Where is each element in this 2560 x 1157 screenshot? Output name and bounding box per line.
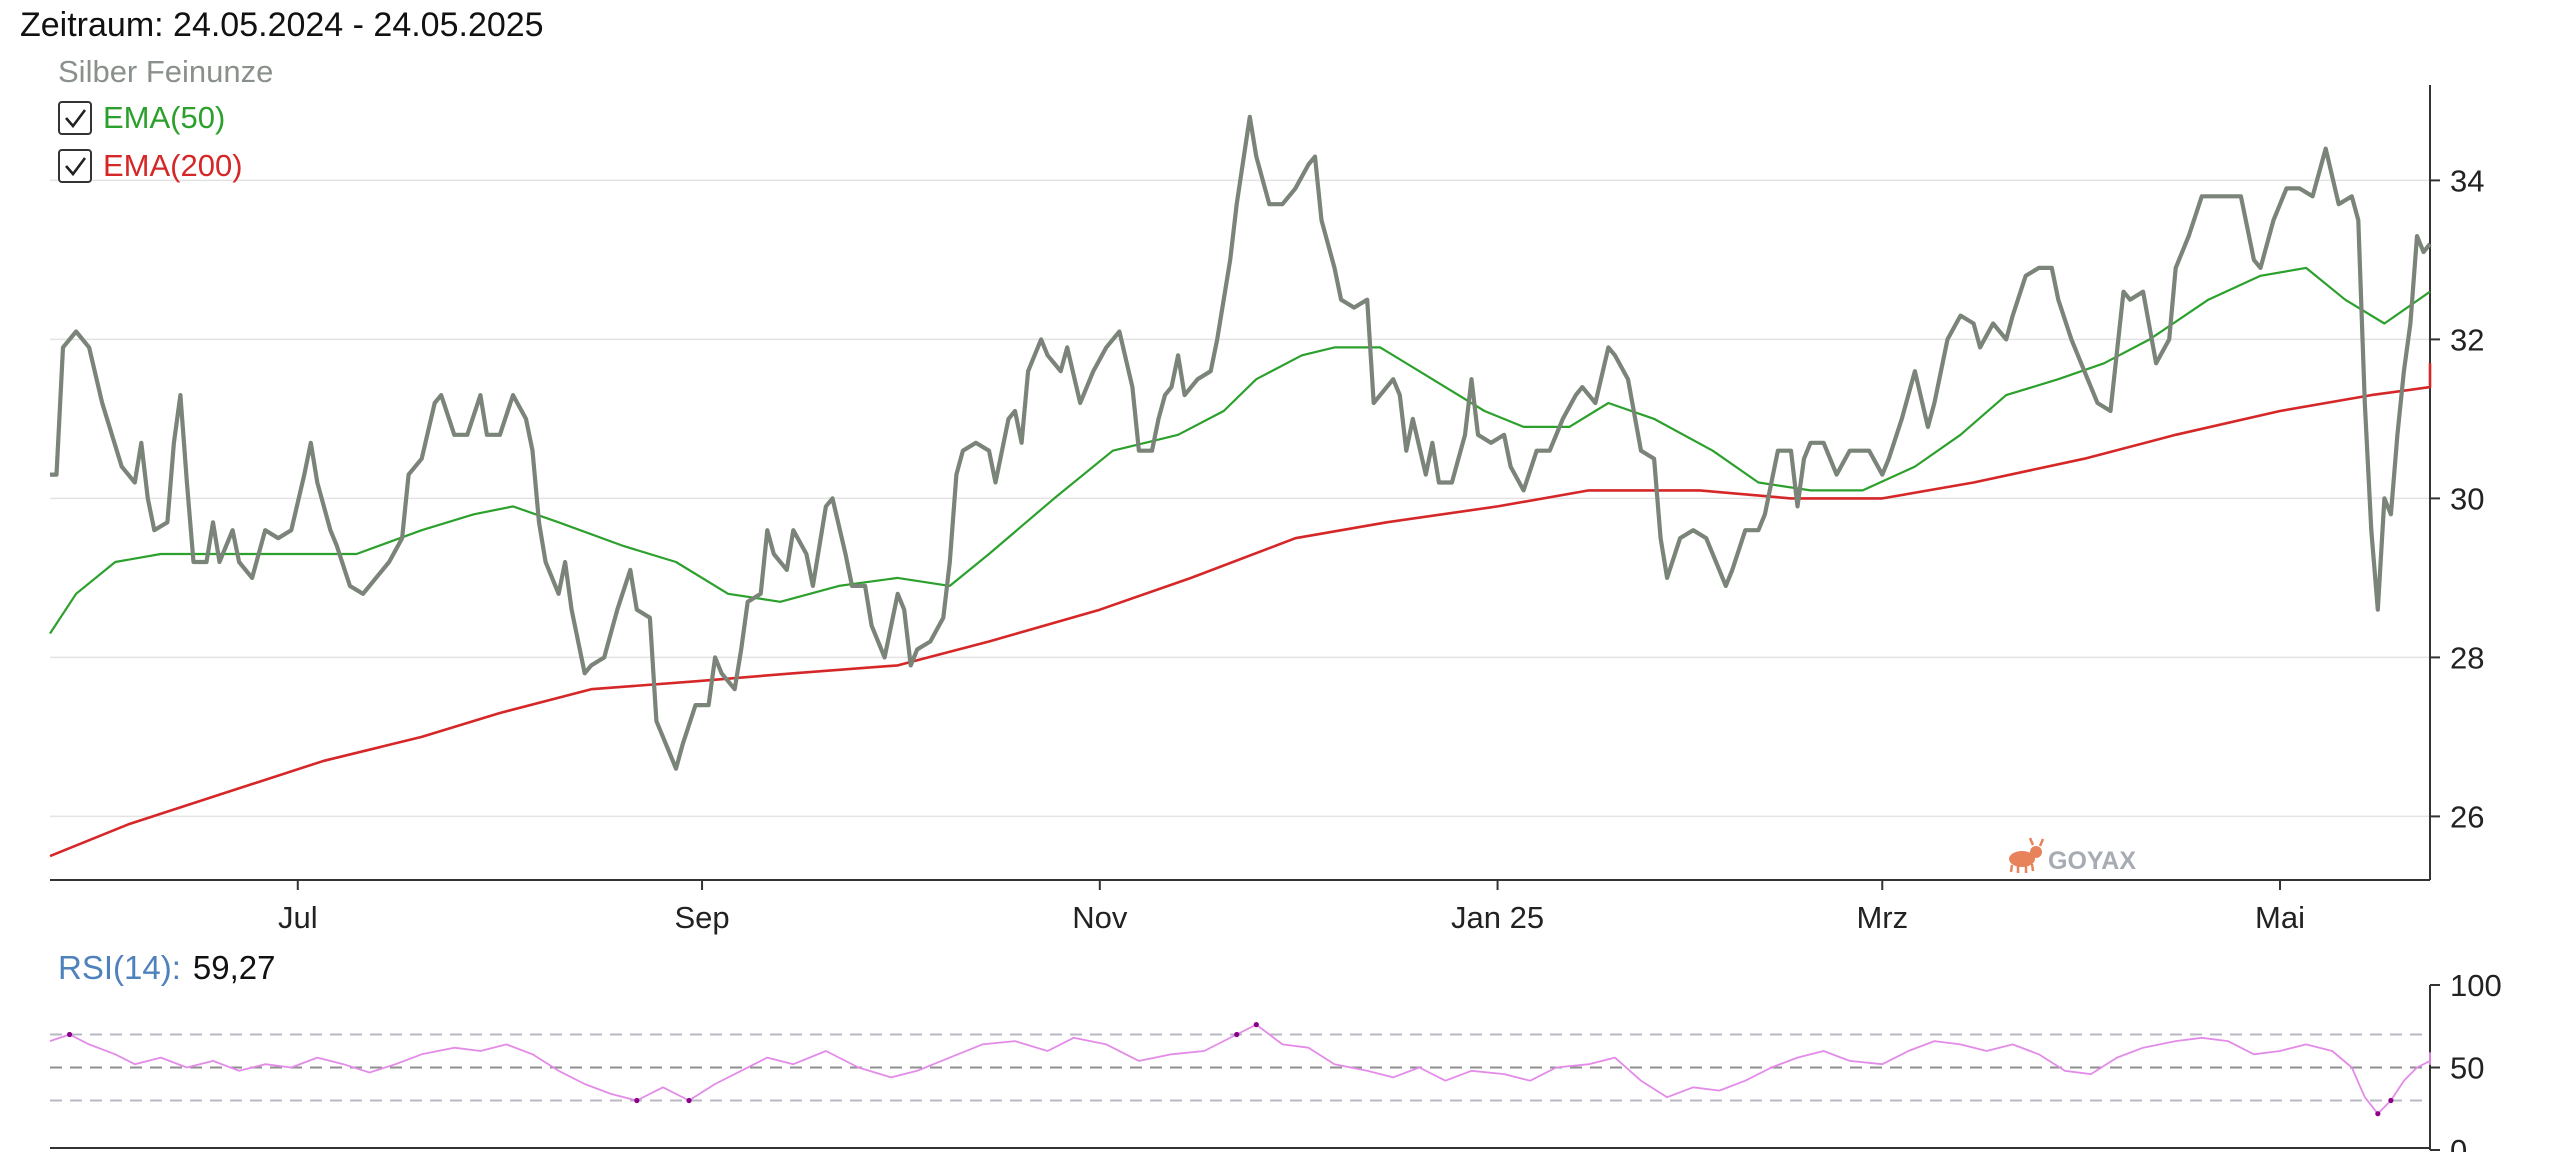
checkmark-icon: [65, 157, 87, 177]
rsi-extreme-point: [66, 1031, 73, 1038]
period-title: Zeitraum: 24.05.2024 - 24.05.2025: [20, 6, 544, 44]
ema50-line: [49, 266, 2431, 635]
goyax-watermark: GOYAX: [2009, 837, 2136, 875]
main-axis: 26 28 30 32 34 Jul Sep Nov Jan 25 Mrz Mai: [50, 85, 2484, 935]
watermark-text: GOYAX: [2048, 847, 2136, 875]
x-tick-label: Sep: [674, 900, 729, 935]
rsi-extreme-point: [686, 1097, 692, 1104]
checkbox-ema200[interactable]: [58, 149, 92, 183]
rsi-extreme-point: [2388, 1097, 2394, 1104]
rsi-reference-lines: [50, 1033, 2430, 1102]
chart-legend: Silber Feinunze EMA(50) EMA(200): [58, 54, 273, 183]
y-tick-label: 34: [2450, 163, 2484, 198]
rsi-extreme-point: [1253, 1022, 1259, 1028]
rsi-axis: 0 50 100: [50, 968, 2502, 1157]
rsi-y-tick-label: 50: [2450, 1051, 2484, 1086]
price-series: [50, 114, 2432, 771]
ema200-line: [49, 363, 2432, 858]
y-tick-label: 30: [2450, 481, 2484, 516]
rsi-y-tick-label: 100: [2450, 968, 2502, 1003]
legend-label-ema50: EMA(50): [103, 100, 225, 135]
ema200-series: [49, 363, 2432, 858]
ema50-series: [49, 266, 2431, 635]
x-tick-label: Mai: [2255, 900, 2305, 935]
rsi-extreme-point: [1234, 1031, 1240, 1038]
y-tick-label: 28: [2450, 640, 2484, 675]
x-tick-label: Jan 25: [1451, 900, 1544, 935]
x-tick-label: Nov: [1072, 900, 1128, 935]
rsi-extreme-point: [634, 1097, 640, 1104]
checkbox-ema50[interactable]: [58, 101, 92, 135]
y-tick-label: 32: [2450, 322, 2484, 357]
legend-instrument: Silber Feinunze: [58, 54, 273, 89]
rsi-line: [49, 1023, 2431, 1115]
y-tick-label: 26: [2450, 799, 2484, 834]
rsi-series: [49, 1022, 2431, 1117]
svg-text:RSI(14):59,27: RSI(14): 59,27: [58, 949, 275, 986]
x-tick-label: Mrz: [1856, 900, 1908, 935]
rsi-label: RSI(14): 59,27: [58, 949, 275, 986]
x-tick-label: Jul: [278, 900, 318, 935]
legend-item-ema200[interactable]: EMA(200): [58, 148, 243, 183]
rsi-y-tick-label: 0: [2450, 1133, 2467, 1152]
legend-label-ema200: EMA(200): [103, 148, 243, 183]
price-line: [50, 114, 2432, 771]
rsi-extreme-point: [2375, 1111, 2381, 1117]
rsi-label-text: RSI(14):: [58, 949, 181, 986]
legend-item-ema50[interactable]: EMA(50): [58, 100, 225, 135]
rsi-value: 59,27: [193, 949, 276, 986]
checkmark-icon: [65, 109, 87, 129]
bull-icon: [2009, 837, 2045, 873]
